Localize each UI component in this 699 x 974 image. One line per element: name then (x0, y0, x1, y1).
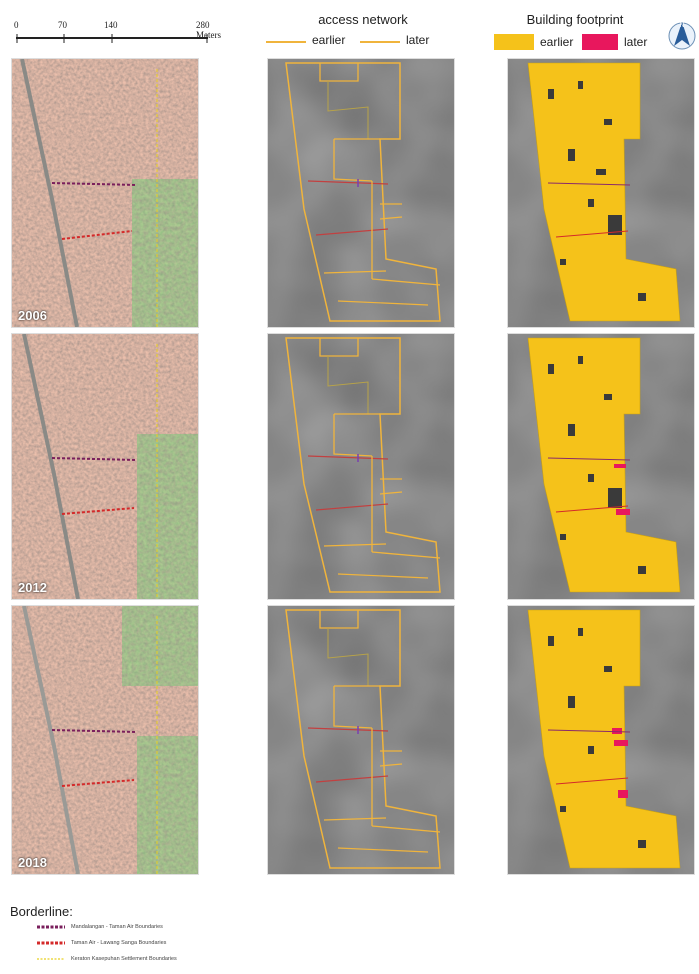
scale-tick-140: 140 (104, 20, 118, 30)
access-network-map-2012 (267, 333, 455, 600)
access-network-legend: earlier later (266, 32, 456, 52)
satellite-image-2012: 2012 (11, 333, 199, 600)
scale-bar-graphic (16, 34, 208, 43)
legend-label-earlier: earlier (540, 35, 574, 49)
borderline-item-kasepuhan: Keraton Kasepuhan Settlement Boundaries (37, 956, 177, 962)
building-footprint-map-2018 (507, 605, 695, 875)
building-footprint-legend: earlier later (494, 32, 669, 52)
scale-tick-280: 280 Meters (196, 20, 221, 40)
borderline-swatch-mandalangan (37, 925, 65, 929)
legend-swatch-later (582, 34, 618, 50)
building-footprint-map-2012 (507, 333, 695, 600)
building-footprint-title: Building footprint (526, 12, 624, 27)
borderline-swatch-kasepuhan (37, 958, 65, 960)
scale-tick-70: 70 (58, 20, 67, 30)
satellite-image-2018: 2018 (11, 605, 199, 875)
access-network-title: access network (318, 12, 408, 27)
borderline-label-mandalangan: Mandalangan - Taman Air Boundaries (71, 924, 163, 930)
year-label-2012: 2012 (18, 580, 47, 595)
legend-label-later: later (406, 33, 430, 47)
borderline-title: Borderline: (10, 904, 73, 919)
svg-text:N: N (680, 23, 684, 29)
access-network-map-2018 (267, 605, 455, 875)
legend-line-later (360, 41, 400, 43)
borderline-label-kasepuhan: Keraton Kasepuhan Settlement Boundaries (71, 956, 177, 962)
scale-bar: 0 70 140 280 Meters (10, 18, 230, 46)
access-network-map-2006 (267, 58, 455, 328)
legend-swatch-earlier (494, 34, 534, 50)
borderline-item-mandalangan: Mandalangan - Taman Air Boundaries (37, 924, 163, 930)
north-arrow-icon: N (668, 22, 696, 50)
legend-label-earlier: earlier (312, 33, 346, 47)
satellite-image-2006: 2006 (11, 58, 199, 328)
year-label-2018: 2018 (18, 855, 47, 870)
borderline-swatch-lawang-sanga (37, 941, 65, 945)
scale-tick-0: 0 (14, 20, 19, 30)
borderline-item-lawang-sanga: Taman Air - Lawang Sanga Boundaries (37, 940, 166, 946)
year-label-2006: 2006 (18, 308, 47, 323)
borderline-label-lawang-sanga: Taman Air - Lawang Sanga Boundaries (71, 940, 167, 946)
building-footprint-map-2006 (507, 58, 695, 328)
legend-label-later: later (624, 35, 648, 49)
legend-line-earlier (266, 41, 306, 43)
